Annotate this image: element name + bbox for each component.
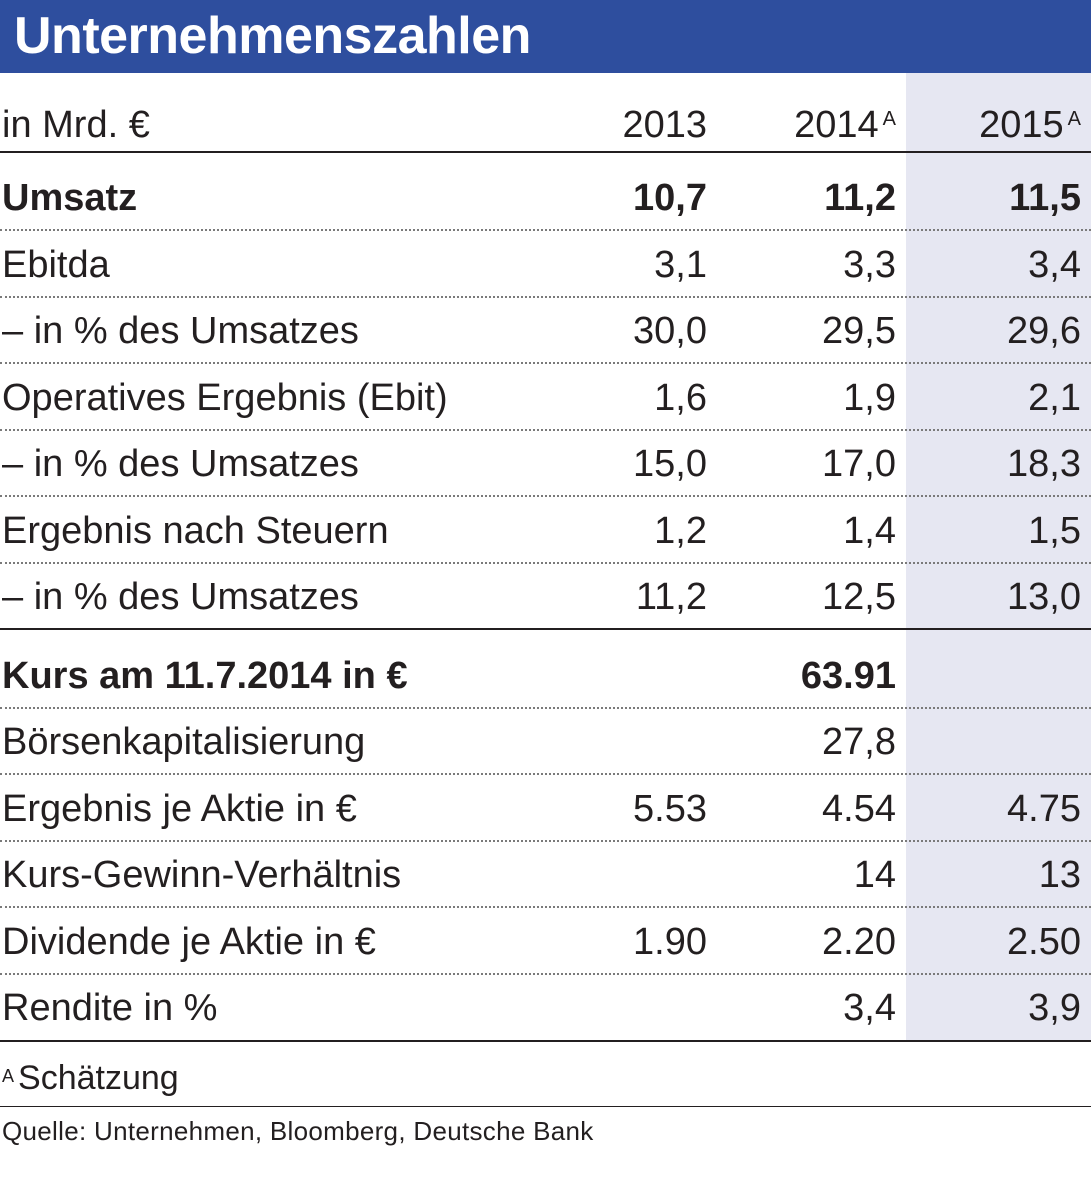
row-divider <box>0 229 1091 231</box>
table-row: – in % des Umsatzes 15,0 17,0 18,3 <box>0 431 1091 497</box>
estimate-marker: A <box>882 108 896 130</box>
table-row: – in % des Umsatzes 30,0 29,5 29,6 <box>0 298 1091 364</box>
row-divider <box>0 839 1091 842</box>
value-2014: 2.20 <box>822 920 896 963</box>
value-2015: 3,4 <box>1028 243 1081 286</box>
footnote-text: Schätzung <box>18 1059 179 1097</box>
row-label: – in % des Umsatzes <box>2 310 359 352</box>
table-row: Kurs-Gewinn-Verhältnis 14 13 <box>0 842 1091 908</box>
row-divider <box>0 495 1091 497</box>
table-row: Börsenkapitalisierung 27,8 <box>0 709 1091 775</box>
value-2014: 17,0 <box>822 443 896 485</box>
row-label: Ergebnis je Aktie in € <box>2 787 357 830</box>
value-2013: 10,7 <box>633 177 707 219</box>
row-divider <box>0 628 1091 630</box>
year-2015-header: 2015 A <box>979 104 1081 146</box>
row-label: Umsatz <box>2 177 138 219</box>
source-note: Quelle: Unternehmen, Bloomberg, Deutsche… <box>2 1116 594 1146</box>
footnote-marker: A <box>2 1066 15 1086</box>
row-label: Rendite in % <box>2 987 218 1029</box>
value-2013: 1,6 <box>654 376 707 419</box>
value-2014: 27,8 <box>822 721 896 763</box>
footnote: A Schätzung <box>2 1056 179 1100</box>
header-row: in Mrd. € 2013 2014 A 2015 A <box>0 100 1091 150</box>
value-2014: 3,4 <box>843 987 896 1029</box>
row-divider <box>0 362 1091 364</box>
value-2014: 1,9 <box>843 376 896 419</box>
row-divider <box>0 706 1091 709</box>
value-2015: 2,1 <box>1028 376 1081 419</box>
row-divider <box>0 561 1091 564</box>
table-row: Ergebnis je Aktie in € 5.53 4.54 4.75 <box>0 776 1091 842</box>
table-row: Kurs am 11.7.2014 in € 63.91 <box>0 643 1091 709</box>
row-label: Dividende je Aktie in € <box>2 920 376 963</box>
row-label: Ergebnis nach Steuern <box>2 509 389 552</box>
value-2015: 11,5 <box>1009 177 1081 219</box>
estimate-column-shading <box>906 73 1091 1041</box>
table-bottom-rule <box>0 1040 1091 1042</box>
row-label: Kurs am 11.7.2014 in € <box>2 654 408 697</box>
value-2013: 5.53 <box>633 787 707 830</box>
source-divider <box>0 1106 1091 1107</box>
row-label: – in % des Umsatzes <box>2 576 359 618</box>
row-divider <box>0 428 1091 431</box>
value-2013: 15,0 <box>633 443 707 485</box>
table-row: Rendite in % 3,4 3,9 <box>0 975 1091 1041</box>
value-2015: 13,0 <box>1007 576 1081 618</box>
row-label: Börsenkapitalisierung <box>2 721 366 763</box>
value-2014: 63.91 <box>800 654 896 697</box>
table-row: Umsatz 10,7 11,2 11,5 <box>0 165 1091 231</box>
row-divider <box>0 972 1091 975</box>
table-title: Unternehmenszahlen <box>14 7 531 65</box>
value-2014: 4.54 <box>822 787 896 830</box>
table-row: Operatives Ergebnis (Ebit) 1,6 1,9 2,1 <box>0 365 1091 431</box>
row-divider <box>0 906 1091 908</box>
value-2013: 3,1 <box>654 243 707 286</box>
value-2015: 29,6 <box>1007 310 1081 352</box>
title-bar: Unternehmenszahlen <box>0 0 1091 73</box>
row-label: Ebitda <box>2 243 110 286</box>
year-2014-header: 2014 A <box>794 104 896 146</box>
row-divider <box>0 295 1091 298</box>
value-2013: 30,0 <box>633 310 707 352</box>
value-2015: 18,3 <box>1007 443 1081 485</box>
row-label: Operatives Ergebnis (Ebit) <box>2 376 448 419</box>
header-divider <box>0 151 1091 153</box>
value-2014: 3,3 <box>843 243 896 286</box>
value-2013: 1.90 <box>633 920 707 963</box>
table-row: Dividende je Aktie in € 1.90 2.20 2.50 <box>0 909 1091 975</box>
table-row: – in % des Umsatzes 11,2 12,5 13,0 <box>0 564 1091 630</box>
row-divider <box>0 773 1091 775</box>
value-2014: 29,5 <box>822 310 896 352</box>
value-2015: 2.50 <box>1007 920 1081 963</box>
value-2014: 1,4 <box>843 509 896 552</box>
table-row: Ebitda 3,1 3,3 3,4 <box>0 232 1091 298</box>
value-2014: 14 <box>853 854 896 896</box>
value-2014: 11,2 <box>824 177 896 219</box>
value-2015: 4.75 <box>1007 787 1081 830</box>
value-2014: 12,5 <box>822 576 896 618</box>
value-2015: 13 <box>1038 854 1081 896</box>
value-2013: 11,2 <box>635 576 707 618</box>
value-2015: 1,5 <box>1028 509 1081 552</box>
value-2015: 3,9 <box>1028 987 1081 1029</box>
row-label: Kurs-Gewinn-Verhältnis <box>2 854 402 896</box>
unit-label: in Mrd. € <box>2 104 150 146</box>
value-2013: 1,2 <box>654 509 707 552</box>
table-row: Ergebnis nach Steuern 1,2 1,4 1,5 <box>0 498 1091 564</box>
year-2013-header: 2013 <box>622 104 707 146</box>
row-label: – in % des Umsatzes <box>2 443 359 485</box>
estimate-marker: A <box>1067 108 1081 130</box>
